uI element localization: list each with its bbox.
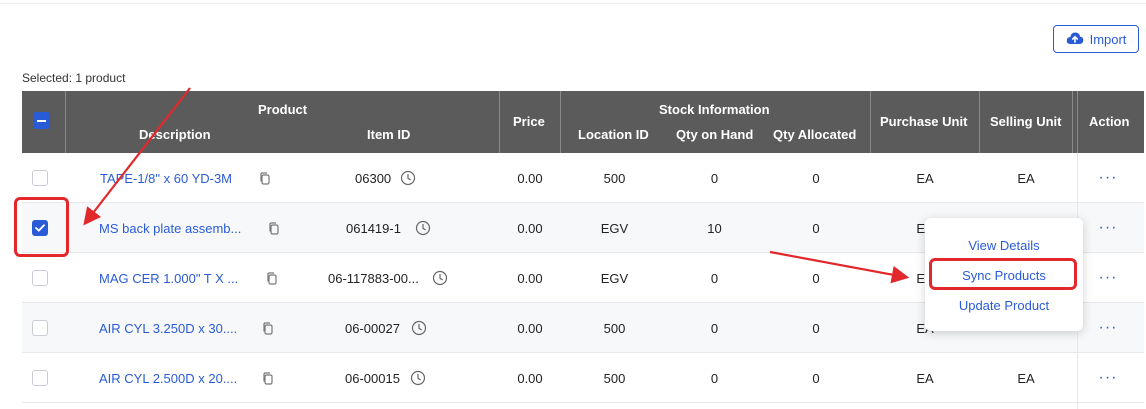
location-id: 500 bbox=[603, 370, 626, 386]
item-id: 06-00015 bbox=[345, 370, 400, 386]
copy-icon[interactable] bbox=[262, 353, 274, 403]
qty-on-hand: 0 bbox=[710, 320, 719, 336]
product-description-link[interactable]: MAG CER 1.000" T X ... bbox=[99, 270, 239, 286]
qty-allocated: 0 bbox=[812, 320, 820, 336]
row-checkbox[interactable] bbox=[32, 220, 48, 236]
more-dots-icon[interactable]: ··· bbox=[1098, 169, 1118, 186]
header-price[interactable]: Price bbox=[513, 114, 545, 129]
annotation-highlight-checkbox bbox=[14, 197, 69, 257]
header-location-id[interactable]: Location ID bbox=[578, 127, 649, 142]
item-id: 06-117883-00... bbox=[328, 270, 419, 286]
item-id: 061419-1 bbox=[346, 220, 401, 236]
location-id: EGV bbox=[600, 220, 629, 236]
copy-icon[interactable] bbox=[259, 153, 271, 203]
more-dots-icon[interactable]: ··· bbox=[1098, 369, 1118, 386]
row-action-menu: View Details Sync Products Update Produc… bbox=[925, 218, 1083, 331]
table-row: TAPE-1/8" x 60 YD-3M 06300 0.00 500 0 0 … bbox=[22, 153, 1144, 203]
clock-icon[interactable] bbox=[410, 353, 426, 403]
purchase-unit: EA bbox=[916, 370, 934, 386]
clock-icon[interactable] bbox=[411, 303, 427, 353]
annotation-arrow-to-sync bbox=[769, 250, 910, 284]
selection-count: Selected: 1 product bbox=[22, 71, 126, 85]
annotation-arrow-to-checkbox bbox=[83, 87, 191, 226]
table-header: Product Description Item ID Price Stock … bbox=[22, 91, 1144, 153]
import-button-label: Import bbox=[1089, 31, 1127, 47]
product-description-link[interactable]: TAPE-1/8" x 60 YD-3M bbox=[100, 170, 233, 186]
menu-item-sync-products[interactable]: Sync Products bbox=[962, 268, 1046, 283]
annotation-highlight-sync-products bbox=[929, 258, 1077, 290]
location-id: 500 bbox=[603, 170, 626, 186]
qty-allocated: 0 bbox=[812, 370, 820, 386]
check-icon bbox=[35, 224, 45, 232]
qty-allocated: 0 bbox=[812, 270, 820, 286]
header-qty-on-hand[interactable]: Qty on Hand bbox=[676, 127, 754, 142]
qty-allocated: 0 bbox=[812, 220, 820, 236]
import-button[interactable]: Import bbox=[1053, 25, 1139, 53]
copy-icon[interactable] bbox=[262, 303, 274, 353]
header-purchase-unit[interactable]: Purchase Unit bbox=[880, 114, 968, 129]
qty-on-hand: 0 bbox=[710, 270, 719, 286]
more-dots-icon[interactable]: ··· bbox=[1098, 319, 1118, 336]
clock-icon[interactable] bbox=[400, 153, 416, 203]
product-description-link[interactable]: AIR CYL 2.500D x 20.... bbox=[99, 370, 238, 386]
product-description-link[interactable]: AIR CYL 3.250D x 30.... bbox=[99, 320, 238, 336]
copy-icon[interactable] bbox=[268, 203, 280, 253]
cloud-upload-icon bbox=[1066, 31, 1084, 48]
header-action: Action bbox=[1089, 114, 1130, 129]
header-product: Product bbox=[258, 102, 308, 117]
price: 0.00 bbox=[517, 370, 543, 386]
qty-allocated: 0 bbox=[812, 170, 820, 186]
row-checkbox[interactable] bbox=[32, 320, 48, 336]
top-divider bbox=[0, 3, 1146, 4]
item-id: 06-00027 bbox=[345, 320, 400, 336]
more-dots-icon[interactable]: ··· bbox=[1098, 219, 1118, 236]
location-id: 500 bbox=[603, 320, 626, 336]
row-checkbox[interactable] bbox=[32, 270, 48, 286]
table-row: AIR CYL 2.500D x 20.... 06-00015 0.00 50… bbox=[22, 353, 1144, 403]
select-all-checkbox[interactable] bbox=[33, 112, 50, 129]
purchase-unit: EA bbox=[916, 170, 934, 186]
clock-icon[interactable] bbox=[432, 253, 448, 303]
menu-item-update-product[interactable]: Update Product bbox=[958, 298, 1050, 313]
qty-on-hand: 0 bbox=[710, 170, 719, 186]
item-id: 06300 bbox=[355, 170, 392, 186]
qty-on-hand: 0 bbox=[710, 370, 719, 386]
selling-unit: EA bbox=[1017, 170, 1035, 186]
row-checkbox[interactable] bbox=[32, 170, 48, 186]
price: 0.00 bbox=[517, 270, 543, 286]
price: 0.00 bbox=[517, 220, 543, 236]
selling-unit: EA bbox=[1017, 370, 1035, 386]
header-item-id[interactable]: Item ID bbox=[367, 127, 411, 142]
clock-icon[interactable] bbox=[415, 203, 431, 253]
header-qty-allocated[interactable]: Qty Allocated bbox=[773, 127, 857, 142]
header-stock-information: Stock Information bbox=[659, 102, 770, 117]
header-selling-unit[interactable]: Selling Unit bbox=[990, 114, 1062, 129]
row-checkbox[interactable] bbox=[32, 370, 48, 386]
price: 0.00 bbox=[517, 320, 543, 336]
menu-item-view-details[interactable]: View Details bbox=[968, 238, 1040, 253]
product-description-link[interactable]: MS back plate assemb... bbox=[99, 220, 242, 236]
copy-icon[interactable] bbox=[266, 253, 278, 303]
qty-on-hand: 10 bbox=[707, 220, 722, 236]
price: 0.00 bbox=[517, 170, 543, 186]
more-dots-icon[interactable]: ··· bbox=[1098, 269, 1118, 286]
location-id: EGV bbox=[600, 270, 629, 286]
checkbox-minus-icon bbox=[37, 119, 46, 122]
